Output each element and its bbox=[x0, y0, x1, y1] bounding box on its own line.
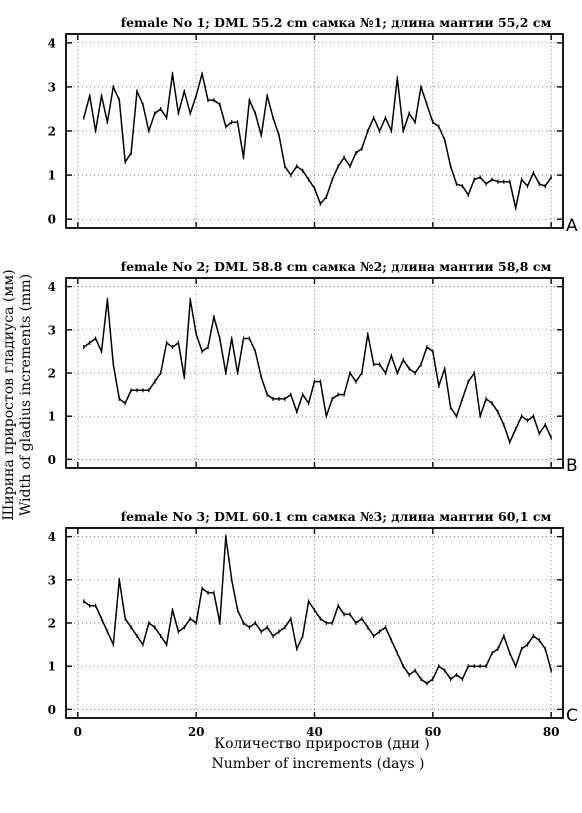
panel-title: female No 2; DML 58.8 cm самка №2; длина… bbox=[121, 259, 552, 274]
y-tick-label: 3 bbox=[48, 323, 56, 337]
x-tick-label: 40 bbox=[306, 725, 323, 739]
panel-letter: B bbox=[566, 456, 578, 476]
series-line bbox=[83, 535, 552, 685]
x-tick-label: 80 bbox=[543, 725, 560, 739]
panel-letter: C bbox=[566, 706, 578, 726]
x-axis-label-en: Number of increments (days ) bbox=[212, 756, 425, 772]
y-tick-label: 0 bbox=[48, 453, 56, 467]
chart-panel: female No 1; DML 55.2 cm самка №1; длина… bbox=[48, 15, 578, 236]
y-axis-label-en: Width of gladius increments (mm) bbox=[18, 274, 34, 516]
y-tick-label: 1 bbox=[48, 410, 56, 424]
y-tick-label: 1 bbox=[48, 660, 56, 674]
series-line bbox=[83, 72, 552, 209]
chart-panels: female No 1; DML 55.2 cm самка №1; длина… bbox=[48, 15, 578, 739]
chart-panel: female No 3; DML 60.1 cm самка №3; длина… bbox=[48, 509, 578, 739]
panel-letter: A bbox=[566, 216, 578, 236]
series-line bbox=[83, 298, 552, 443]
y-tick-label: 3 bbox=[48, 80, 56, 94]
panel-title: female No 3; DML 60.1 cm самка №3; длина… bbox=[121, 509, 552, 524]
y-axis-label-ru: Ширина приростов гладиуса (мм) bbox=[1, 269, 17, 520]
y-tick-label: 1 bbox=[48, 169, 56, 183]
y-tick-label: 4 bbox=[48, 530, 56, 544]
y-tick-label: 2 bbox=[48, 125, 56, 139]
x-tick-label: 0 bbox=[74, 725, 82, 739]
y-tick-label: 4 bbox=[48, 36, 56, 50]
chart-panel: female No 2; DML 58.8 cm самка №2; длина… bbox=[48, 259, 578, 476]
panel-title: female No 1; DML 55.2 cm самка №1; длина… bbox=[121, 15, 552, 30]
y-tick-label: 2 bbox=[48, 617, 56, 631]
y-tick-label: 2 bbox=[48, 367, 56, 381]
x-tick-label: 60 bbox=[424, 725, 441, 739]
y-tick-label: 0 bbox=[48, 213, 56, 227]
y-tick-label: 0 bbox=[48, 703, 56, 717]
x-tick-label: 20 bbox=[188, 725, 205, 739]
y-tick-label: 4 bbox=[48, 280, 56, 294]
y-tick-label: 3 bbox=[48, 573, 56, 587]
x-axis-label-ru: Количество приростов (дни ) bbox=[214, 736, 429, 752]
